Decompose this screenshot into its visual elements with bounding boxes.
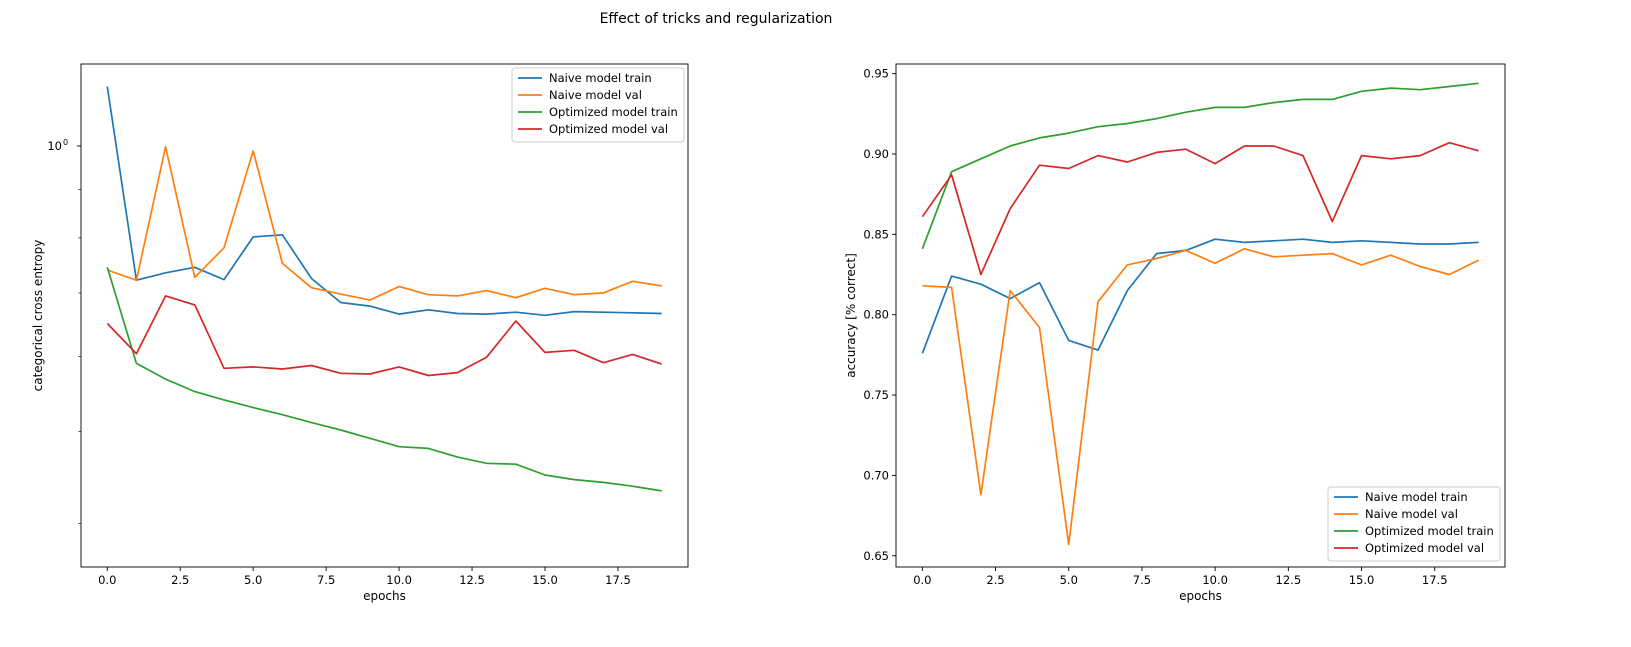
legend-box <box>511 67 685 143</box>
x-tick-label: 0.0 <box>98 573 116 587</box>
legend-entry: Optimized model val <box>549 122 668 136</box>
figure-title: Effect of tricks and regularization <box>600 11 833 27</box>
y-tick-label: 0.75 <box>863 388 889 402</box>
x-tick-label: 10.0 <box>386 573 412 587</box>
series-line-2 <box>921 82 1479 250</box>
x-tick-label: 7.5 <box>317 573 335 587</box>
y-tick-label: 0.65 <box>863 549 889 563</box>
legend-entry: Optimized model train <box>549 105 678 119</box>
y-tick-label: 0.85 <box>863 227 889 241</box>
x-axis-label: epochs <box>363 589 406 603</box>
series-line-3 <box>921 141 1479 276</box>
x-tick-label: 2.5 <box>986 573 1004 587</box>
loss-chart: 0.0 2.5 5.0 7.5 10.0 12.5 15.0 17.5 10 0 epochs cat… <box>31 63 689 603</box>
x-tick-label: 17.5 <box>605 573 631 587</box>
legend-entry: Optimized model val <box>1365 541 1484 555</box>
y-axis-label: accuracy [% correct] <box>844 253 858 378</box>
y-tick-label: 0.90 <box>863 147 889 161</box>
y-tick-label: 10 <box>47 139 62 153</box>
x-tick-label: 15.0 <box>1349 573 1375 587</box>
x-tick-label: 5.0 <box>244 573 262 587</box>
y-tick-label: 0.80 <box>863 308 889 322</box>
legend-entry: Naive model train <box>549 71 652 85</box>
y-tick-label: 0.95 <box>863 67 889 81</box>
x-tick-label: 5.0 <box>1060 573 1078 587</box>
series-line-1 <box>922 247 1479 546</box>
x-axis-label: epochs <box>1179 589 1222 603</box>
legend-entry: Naive model train <box>1365 490 1468 504</box>
series-line-2 <box>106 267 662 492</box>
legend-entry: Naive model val <box>549 88 642 102</box>
series-line-0 <box>106 86 662 317</box>
y-tick-label: 0.70 <box>863 468 889 482</box>
x-tick-label: 15.0 <box>532 573 558 587</box>
series-line-1 <box>107 145 662 301</box>
y-axis-label: categorical cross entropy <box>31 240 45 392</box>
x-tick-label: 2.5 <box>171 573 189 587</box>
x-tick-label: 17.5 <box>1422 573 1448 587</box>
axes-frame <box>895 63 1506 568</box>
axes-frame <box>80 63 689 568</box>
x-tick-label: 12.5 <box>1276 573 1302 587</box>
series-line-3 <box>106 295 662 377</box>
legend-entry: Optimized model train <box>1365 524 1494 538</box>
x-tick-label: 10.0 <box>1202 573 1228 587</box>
legend: Naive model train Naive model val Optimize… <box>511 67 685 143</box>
legend: Naive model train Naive model val Optimize… <box>1327 486 1501 562</box>
legend-entry: Naive model val <box>1365 507 1458 521</box>
x-tick-label: 0.0 <box>913 573 931 587</box>
x-tick-label: 12.5 <box>459 573 485 587</box>
y-tick-exponent: 0 <box>63 138 68 147</box>
legend-box <box>1327 486 1501 562</box>
accuracy-chart: 0.0 2.5 5.0 7.5 10.0 12.5 15.0 17.5 0.65 0.70 0.75… <box>844 63 1506 603</box>
x-tick-label: 7.5 <box>1133 573 1151 587</box>
